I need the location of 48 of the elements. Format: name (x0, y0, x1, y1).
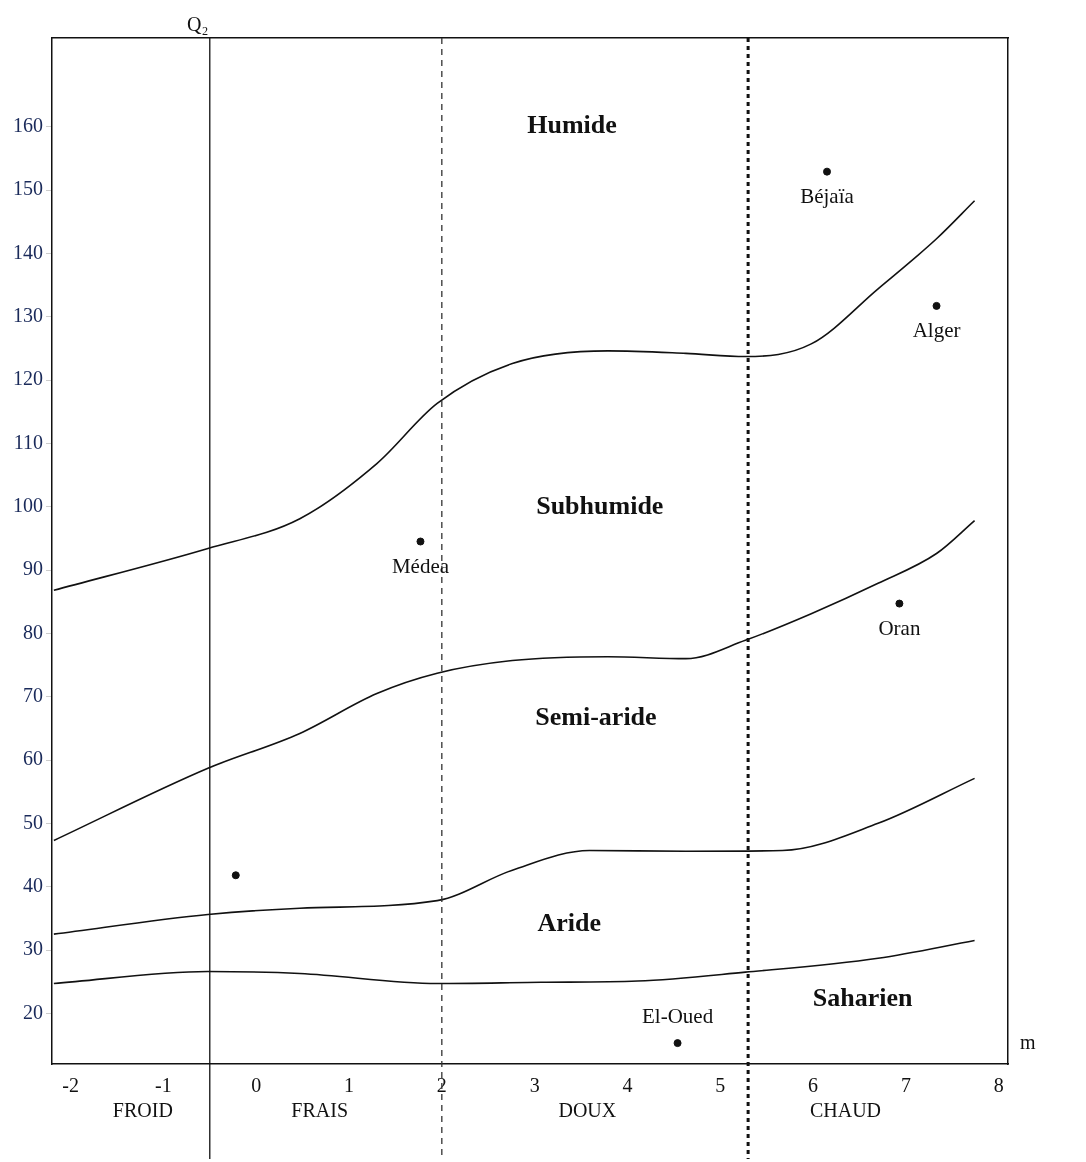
x-tick-label: 8 (993, 1074, 1004, 1097)
x-tick-label: 2 (436, 1074, 447, 1097)
y-tick-label: 100 (13, 493, 43, 516)
point (823, 167, 832, 176)
y-tick-label: 30 (23, 937, 43, 960)
x-tick-label: 7 (900, 1074, 911, 1097)
x-tick-label: 3 (529, 1074, 540, 1097)
y-tick-label: 40 (23, 873, 43, 896)
y-tick-label: 80 (23, 620, 43, 643)
text: FRAIS (291, 1099, 349, 1122)
series-label: Médea (391, 554, 450, 579)
y-tick-label: 20 (23, 1000, 43, 1023)
point (895, 599, 904, 608)
annotation: Aride (537, 908, 601, 938)
series-label: Béjaïa (800, 184, 855, 209)
y-tick-label: 50 (23, 810, 43, 833)
point (932, 301, 941, 310)
point (231, 871, 240, 880)
annotation: Semi-aride (535, 701, 657, 731)
point (416, 537, 425, 546)
text: DOUX (558, 1099, 617, 1122)
text: CHAUD (809, 1099, 882, 1122)
annotation: Saharien (812, 983, 914, 1013)
x-tick-label: -1 (155, 1074, 172, 1097)
series-label: El-Oued (642, 1003, 714, 1028)
annotation: Subhumide (536, 490, 664, 520)
x-tick-label: 1 (344, 1074, 355, 1097)
x-tick-label: 5 (715, 1074, 726, 1097)
series-label: Alger (912, 318, 961, 343)
y-tick-label: 60 (23, 747, 43, 770)
y-tick-label: 150 (13, 177, 43, 200)
point (673, 1039, 682, 1048)
y-tick-label: 140 (13, 240, 43, 263)
y-tick-label: 70 (23, 683, 43, 706)
y-tick-label: 90 (23, 557, 43, 580)
x-tick-label: 6 (808, 1074, 819, 1097)
annotation: Humide (527, 109, 617, 139)
series-label: Oran (878, 616, 921, 641)
x-tick-label: 4 (622, 1074, 633, 1097)
x-tick-label: 0 (251, 1074, 262, 1097)
text: FROID (112, 1099, 173, 1122)
x-tick-label: -2 (62, 1074, 79, 1097)
y-tick-label: 160 (13, 113, 43, 136)
y-tick-label: 130 (13, 303, 43, 326)
y-axis-title: Q₂ (187, 13, 209, 36)
y-tick-label: 120 (13, 367, 43, 390)
x-axis-title: m (1020, 1031, 1036, 1054)
y-tick-label: 110 (13, 430, 43, 453)
